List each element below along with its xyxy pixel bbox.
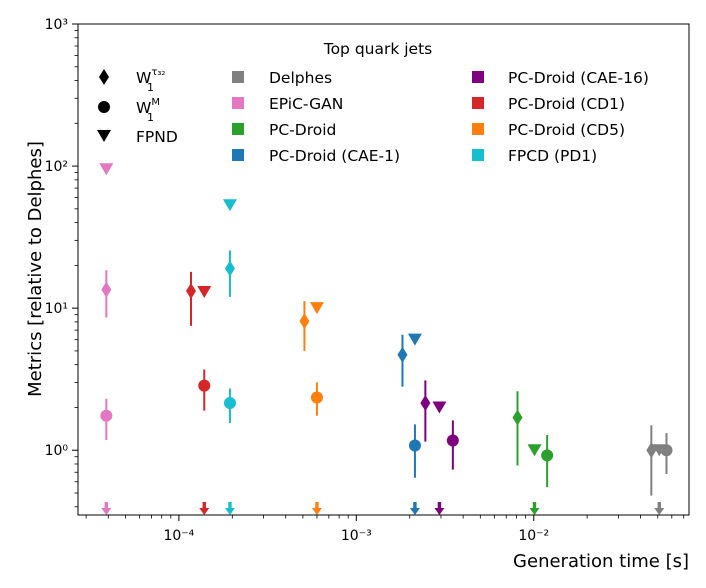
y-axis-label: Metrics [relative to Delphes] (25, 141, 46, 397)
legend-swatch (472, 123, 484, 135)
legend-marker-circle (98, 101, 110, 113)
w1tau32-point (397, 346, 408, 363)
legend-swatch (232, 97, 244, 109)
legend-title: Top quark jets (323, 40, 433, 58)
fpnd-point (222, 199, 237, 212)
w1m-point (198, 379, 211, 392)
x-tick-label: 10⁻⁴ (163, 528, 194, 544)
x-tick-label: 10⁻³ (341, 528, 372, 544)
series-epic-gan (99, 163, 114, 515)
fpnd-point (527, 444, 542, 457)
w1m-point (223, 396, 236, 409)
bottom-arrow-head (311, 508, 322, 515)
w1m-point (541, 449, 554, 462)
y-tick-label: 10¹ (45, 301, 68, 317)
series-pc-droid-cd5 (299, 301, 324, 515)
bottom-arrow-head (529, 508, 540, 515)
w1tau32-point (299, 313, 310, 330)
w1tau32-point (224, 260, 235, 277)
fpnd-point (99, 163, 114, 176)
legend-swatch (232, 149, 244, 161)
series-pc-droid (512, 391, 554, 515)
w1m-point (446, 434, 459, 447)
series-pc-droid-cd1 (185, 271, 212, 515)
legend-series-label: PC-Droid (CAE-1) (269, 147, 400, 165)
w1tau32-point (185, 283, 196, 300)
bottom-arrow-head (434, 508, 445, 515)
w1tau32-point (420, 394, 431, 411)
bottom-arrow-head (654, 508, 665, 515)
w1m-point (100, 409, 113, 422)
series-delphes (646, 425, 673, 515)
legend-marker-label: FPND (136, 128, 178, 146)
legend-swatch (232, 71, 244, 83)
fpnd-point (407, 333, 422, 346)
legend-series-label: PC-Droid (CD1) (508, 95, 625, 113)
x-axis-label: Generation time [s] (513, 551, 689, 572)
fpnd-point (197, 285, 212, 298)
fpnd-point (309, 302, 324, 315)
legend-marker-label: Wτ₃₂ 1 (136, 67, 165, 94)
legend-series-label: Delphes (269, 69, 332, 87)
bottom-arrow-head (101, 508, 112, 515)
data-marks (99, 163, 673, 515)
y-tick-label: 10² (45, 159, 68, 175)
legend-series-label: PC-Droid (CAE-16) (508, 69, 649, 87)
legend-series-label: PC-Droid (269, 121, 336, 139)
legend-marker-triangle-down (97, 130, 111, 142)
plot-frame (77, 23, 690, 516)
legend: Top quark jets Wτ₃₂ 1 WM 1 FPND Delphes EPiC-G… (97, 40, 649, 165)
bottom-arrow-head (409, 508, 420, 515)
bottom-arrow-head (224, 508, 235, 515)
fpnd-point (432, 401, 447, 414)
w1m-point (408, 439, 421, 452)
legend-swatch (472, 149, 484, 161)
x-tick-label: 10⁻² (518, 528, 549, 544)
legend-series-label: PC-Droid (CD5) (508, 121, 625, 139)
legend-swatch (472, 71, 484, 83)
legend-swatch (472, 97, 484, 109)
legend-marker-label: WM 1 (136, 97, 160, 124)
legend-marker-diamond (99, 69, 109, 85)
w1tau32-point (101, 281, 112, 298)
y-tick-label: 10⁰ (45, 443, 69, 459)
w1tau32-point (512, 409, 523, 426)
legend-swatch (232, 123, 244, 135)
y-tick-label: 10³ (45, 17, 68, 33)
legend-series-label: EPiC-GAN (269, 95, 343, 113)
series-pc-droid-cae-16 (420, 380, 459, 515)
bottom-arrow-head (199, 508, 210, 515)
legend-series-label: FPCD (PD1) (508, 147, 597, 165)
series-fpcd-pd1 (222, 199, 237, 515)
axis-ticks: 10⁻⁴ 10⁻³ 10⁻² 10⁰ 10¹ 10² 10³ (45, 17, 685, 544)
series-pc-droid-cae-1 (397, 333, 422, 515)
w1m-point (660, 444, 673, 457)
w1m-point (310, 391, 323, 404)
